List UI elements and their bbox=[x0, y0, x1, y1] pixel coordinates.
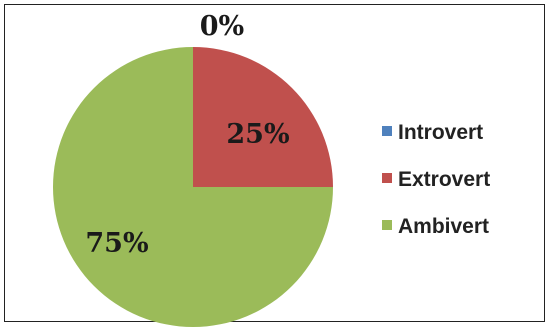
legend-label-introvert: Introvert bbox=[398, 121, 483, 144]
data-labels: 0% 25% 75% bbox=[85, 11, 289, 259]
legend-swatch-ambivert bbox=[382, 220, 392, 230]
data-label-extrovert: 25% bbox=[226, 119, 289, 150]
pie-slice-extrovert bbox=[193, 47, 333, 187]
pie-slice-ambivert bbox=[53, 47, 333, 327]
legend-swatch-extrovert bbox=[382, 173, 392, 183]
legend-label-ambivert: Ambivert bbox=[398, 215, 489, 238]
legend-label-extrovert: Extrovert bbox=[398, 168, 490, 191]
data-label-ambivert: 75% bbox=[85, 228, 148, 259]
pie-slices bbox=[53, 47, 333, 327]
data-label-introvert: 0% bbox=[200, 11, 244, 42]
legend: Introvert Extrovert Ambivert bbox=[382, 121, 490, 238]
legend-swatch-introvert bbox=[382, 126, 392, 136]
